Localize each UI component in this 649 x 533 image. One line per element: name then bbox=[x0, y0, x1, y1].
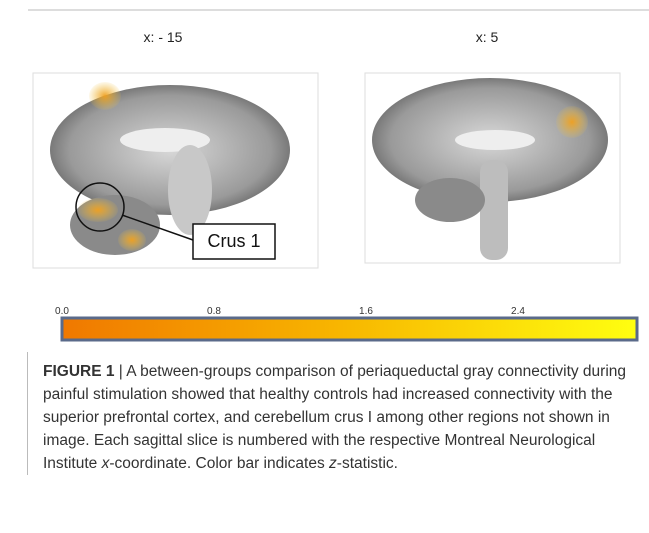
panel-label: x: - 15 bbox=[144, 29, 183, 45]
page: x: - 15 x: 5 Crus 1 0.0 0.8 1.6 2.4 FIGU… bbox=[0, 0, 649, 533]
caption: FIGURE 1 | A between-groups comparison o… bbox=[27, 352, 633, 475]
colorbar-tick-label: 0.0 bbox=[55, 306, 69, 317]
colorbar-tick-label: 2.4 bbox=[511, 306, 525, 317]
panel-label: x: 5 bbox=[476, 29, 499, 45]
colorbar-tick-label: 1.6 bbox=[359, 306, 373, 317]
caption-text: -statistic. bbox=[337, 455, 398, 472]
figure: x: - 15 x: 5 Crus 1 0.0 0.8 1.6 2.4 bbox=[0, 0, 649, 345]
caption-label: FIGURE 1 bbox=[43, 363, 114, 380]
brain-slice-right bbox=[365, 73, 620, 263]
colorbar-tick-label: 0.8 bbox=[207, 306, 221, 317]
colorbar: 0.0 0.8 1.6 2.4 bbox=[55, 306, 637, 340]
caption-separator: | bbox=[114, 363, 126, 380]
caption-text: -coordinate. Color bar indicates bbox=[109, 455, 329, 472]
annotation: Crus 1 bbox=[207, 231, 260, 251]
caption-italic: z bbox=[329, 455, 337, 472]
brain-slice-left: Crus 1 bbox=[33, 73, 318, 268]
